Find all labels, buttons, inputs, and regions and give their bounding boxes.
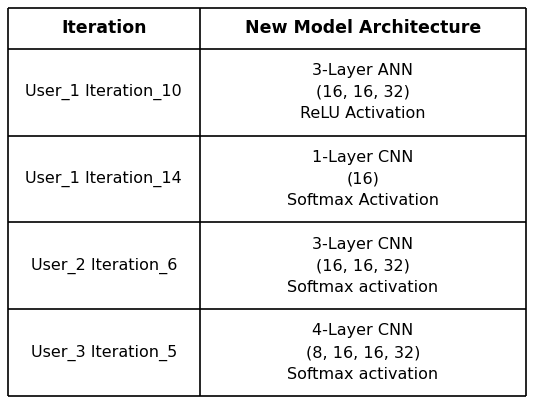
Text: 1-Layer CNN
(16)
Softmax Activation: 1-Layer CNN (16) Softmax Activation	[287, 150, 439, 208]
Text: User_1 Iteration_14: User_1 Iteration_14	[26, 171, 182, 187]
Text: 4-Layer CNN
(8, 16, 16, 32)
Softmax activation: 4-Layer CNN (8, 16, 16, 32) Softmax acti…	[287, 324, 438, 382]
Text: User_1 Iteration_10: User_1 Iteration_10	[26, 84, 182, 100]
Text: User_2 Iteration_6: User_2 Iteration_6	[30, 258, 177, 274]
Text: New Model Architecture: New Model Architecture	[245, 19, 481, 38]
Text: 3-Layer ANN
(16, 16, 32)
ReLU Activation: 3-Layer ANN (16, 16, 32) ReLU Activation	[300, 63, 426, 121]
Text: Iteration: Iteration	[61, 19, 146, 38]
Text: 3-Layer CNN
(16, 16, 32)
Softmax activation: 3-Layer CNN (16, 16, 32) Softmax activat…	[287, 237, 438, 295]
Text: User_3 Iteration_5: User_3 Iteration_5	[30, 345, 177, 361]
